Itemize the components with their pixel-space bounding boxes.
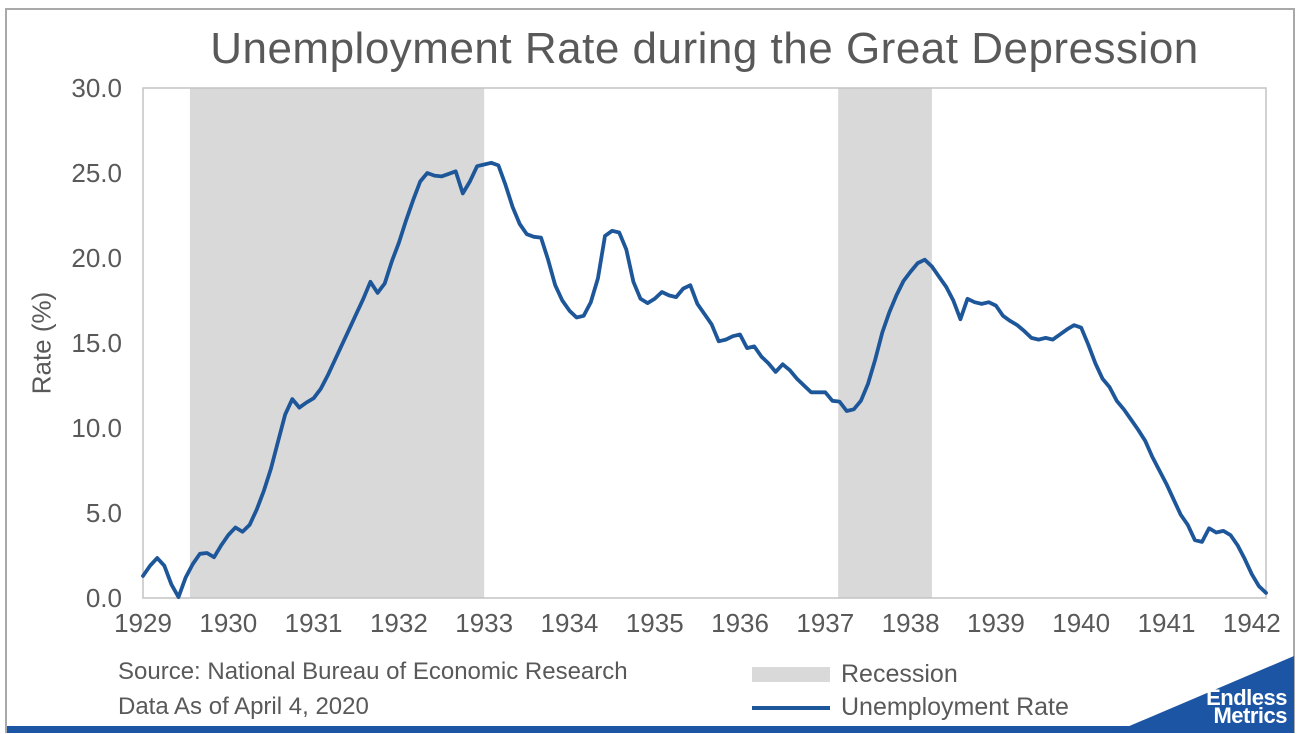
- chart-title: Unemployment Rate during the Great Depre…: [210, 24, 1199, 73]
- y-tick-label: 15.0: [71, 328, 122, 358]
- y-tick-label: 5.0: [86, 498, 122, 528]
- legend-item-unemployment-rate: Unemployment Rate: [752, 691, 1069, 724]
- unemployment-rate-line: [141, 160, 1268, 599]
- source-note: Source: National Bureau of Economic Rese…: [118, 654, 628, 724]
- x-tick-label: 1935: [626, 608, 684, 638]
- source-line-1: Source: National Bureau of Economic Rese…: [118, 658, 628, 685]
- plot-border: [142, 87, 1267, 599]
- y-tick-label: 25.0: [71, 158, 122, 188]
- logo-wordmark: Endless Metrics: [1206, 685, 1287, 728]
- x-tick-label: 1934: [541, 608, 599, 638]
- bottom-brand-bar: [7, 726, 1293, 733]
- x-tick-label: 1938: [882, 608, 940, 638]
- y-tick-label: 10.0: [71, 413, 122, 443]
- legend-label-unemployment-rate: Unemployment Rate: [841, 693, 1069, 721]
- y-tick-label: 30.0: [71, 73, 122, 103]
- y-axis-title: Rate (%): [26, 291, 57, 395]
- y-tick-label: 0.0: [86, 583, 122, 613]
- logo-triangle: [1113, 656, 1294, 733]
- legend: Recession Unemployment Rate: [752, 658, 1069, 724]
- x-tick-label: 1931: [285, 608, 343, 638]
- x-tick-label: 1937: [796, 608, 854, 638]
- x-tick-label: 1933: [455, 608, 513, 638]
- x-tick-label: 1936: [711, 608, 769, 638]
- x-tick-label: 1930: [199, 608, 257, 638]
- recession-swatch: [752, 667, 830, 682]
- x-tick-label: 1939: [967, 608, 1025, 638]
- recession-band: [189, 88, 485, 598]
- x-tick-label: 1929: [114, 608, 172, 638]
- x-tick-label: 1942: [1223, 608, 1281, 638]
- y-tick-label: 20.0: [71, 243, 122, 273]
- legend-label-recession: Recession: [841, 660, 958, 688]
- x-tick-label: 1940: [1052, 608, 1110, 638]
- logo-line-2: Metrics: [1213, 703, 1287, 728]
- legend-item-recession: Recession: [752, 658, 1069, 691]
- x-tick-label: 1941: [1138, 608, 1196, 638]
- recession-band: [838, 88, 932, 598]
- line-swatch: [752, 705, 830, 710]
- source-line-2: Data As of April 4, 2020: [118, 693, 369, 720]
- logo-line-1: Endless: [1206, 685, 1287, 710]
- x-tick-label: 1932: [370, 608, 428, 638]
